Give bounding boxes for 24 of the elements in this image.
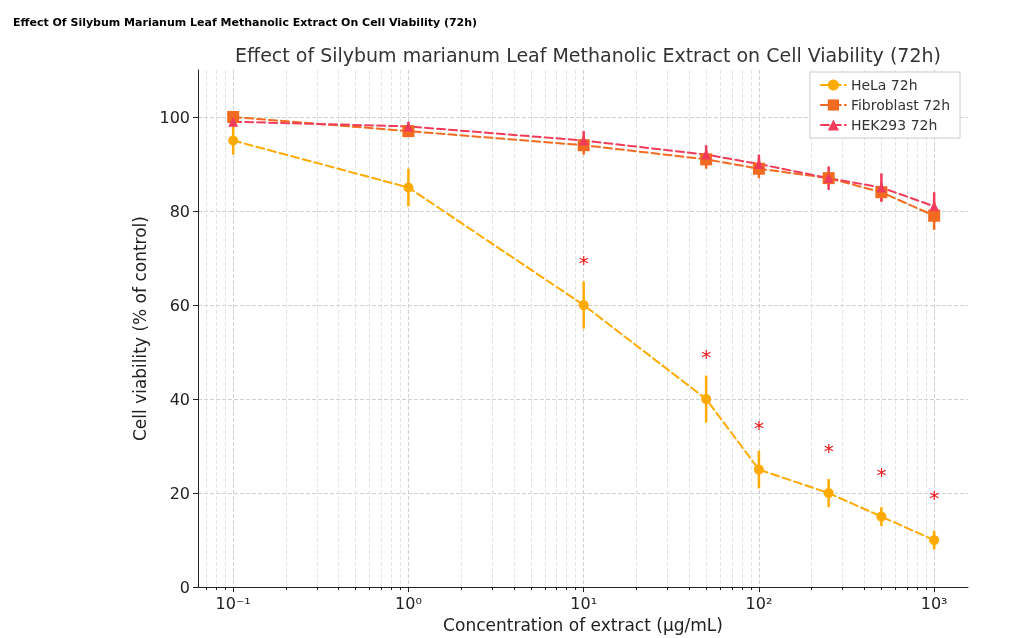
annotation: * — [876, 462, 887, 487]
legend-label: HeLa 72h — [850, 77, 918, 93]
y-tick-label: 60 — [169, 295, 190, 315]
y-tick-label: 20 — [169, 483, 190, 503]
legend-label: HEK293 72h — [850, 117, 938, 133]
annotation: * — [823, 439, 834, 464]
annotation: * — [753, 415, 764, 440]
x-tick-label: 10³ — [920, 593, 948, 613]
y-tick-label: 0 — [179, 577, 190, 597]
y-axis-title: Cell viability (% of control) — [129, 216, 150, 442]
x-tick-label: 10¹ — [570, 593, 598, 613]
y-tick-label: 80 — [169, 201, 190, 221]
y-tick-label: 100 — [159, 107, 190, 127]
legend-label: Fibroblast 72h — [850, 97, 951, 113]
x-tick-label: 10⁰ — [395, 593, 422, 613]
annotation: * — [578, 251, 589, 276]
x-tick-label: 10² — [745, 593, 773, 613]
annotation: * — [929, 486, 940, 511]
x-tick-label: 10⁻¹ — [215, 593, 251, 613]
chart-subtitle: Effect Of Silybum Marianum Leaf Methanolic Extract On Cell Viability (72h) — [13, 16, 478, 29]
chart-title: Effect of Silybum marianum Leaf Methanolic Extract on Cell Viability (72h) — [235, 43, 941, 66]
y-tick-label: 40 — [169, 389, 190, 409]
x-axis-title: Concentration of extract (µg/mL) — [443, 614, 723, 635]
annotation: * — [701, 345, 712, 370]
